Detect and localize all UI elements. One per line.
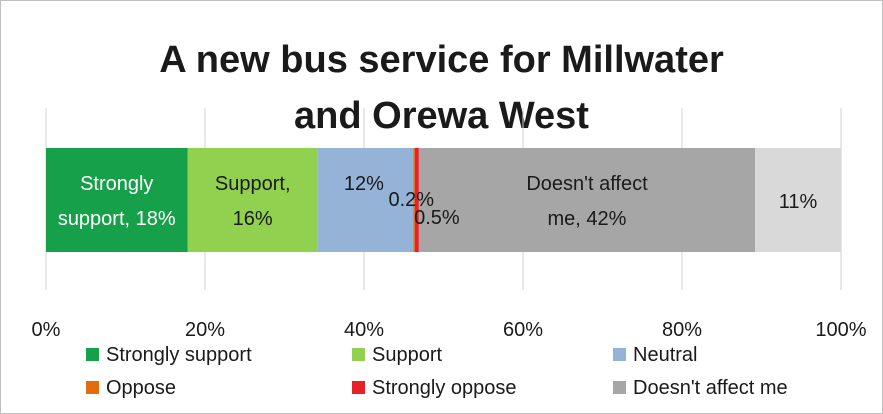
x-tick-label: 80% [662, 319, 702, 341]
legend-label: Strongly oppose [372, 377, 517, 399]
data-label: 11% [779, 191, 818, 213]
legend-swatch [352, 381, 365, 394]
chart-title-line-2: and Orewa West [294, 95, 589, 137]
data-label: 0.2% [388, 189, 434, 211]
x-tick-label: 40% [344, 319, 384, 341]
data-label: Support, [215, 173, 291, 195]
data-label: 12% [344, 173, 384, 195]
bar-segment [317, 148, 414, 252]
legend-swatch [86, 348, 99, 361]
legend-swatch [613, 348, 626, 361]
chart-title-line-1: A new bus service for Millwater [159, 39, 724, 81]
x-tick-label: 20% [185, 319, 225, 341]
bar-segment [755, 148, 841, 252]
x-tick-label: 100% [815, 319, 866, 341]
legend-label: Strongly support [106, 344, 252, 366]
legend-label: Neutral [633, 344, 697, 366]
legend-label: Oppose [106, 377, 176, 399]
bar-segment [414, 148, 419, 252]
data-label: Strongly [80, 173, 153, 195]
x-tick-label: 60% [503, 319, 543, 341]
data-label: Doesn't affect [526, 173, 648, 195]
data-label: support, 18% [58, 208, 176, 230]
legend-swatch [352, 348, 365, 361]
legend-label: Support [372, 344, 442, 366]
bar-segment [46, 148, 188, 252]
chart-title: A new bus service for Millwater and Orew… [0, 32, 883, 144]
data-label: 16% [233, 208, 273, 230]
legend-label: Doesn't affect me [633, 377, 788, 399]
legend-swatch [613, 381, 626, 394]
bar-segment [413, 148, 415, 252]
bar-segment [418, 148, 756, 252]
bar-segment [187, 148, 318, 252]
legend-swatch [86, 381, 99, 394]
data-label: 0.5% [414, 207, 460, 229]
data-label: me, 42% [548, 208, 627, 230]
x-tick-label: 0% [32, 319, 61, 341]
